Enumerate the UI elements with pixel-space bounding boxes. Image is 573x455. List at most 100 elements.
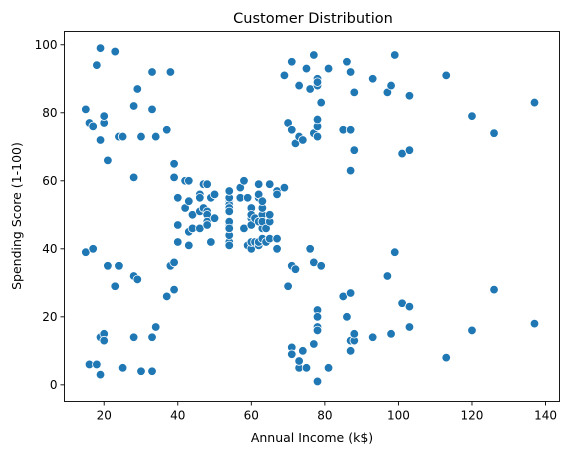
data-point: [279, 70, 290, 81]
data-point: [206, 237, 216, 247]
data-point: [272, 189, 282, 200]
data-point: [253, 179, 264, 189]
data-point: [92, 60, 102, 70]
data-point: [169, 172, 179, 183]
data-point: [99, 335, 109, 346]
data-point: [147, 366, 157, 376]
data-point: [272, 233, 282, 244]
y-tick-label: 20: [42, 310, 57, 324]
data-point: [294, 356, 304, 366]
data-point: [103, 261, 113, 271]
data-point: [151, 322, 161, 332]
data-point: [298, 135, 308, 145]
data-point: [224, 206, 234, 217]
data-point: [224, 186, 234, 196]
data-point: [117, 131, 128, 142]
x-tick-label: 100: [387, 409, 410, 423]
y-axis: 0 20 40 60 80 100: [35, 38, 65, 392]
data-point: [279, 182, 290, 193]
data-point: [81, 104, 91, 115]
data-points: [81, 43, 540, 387]
data-point: [239, 176, 249, 186]
data-point: [309, 339, 319, 349]
data-point: [467, 325, 477, 336]
data-point: [132, 274, 143, 285]
data-point: [283, 281, 293, 291]
data-point: [489, 284, 499, 295]
data-point: [489, 128, 499, 138]
data-point: [316, 261, 326, 271]
data-point: [265, 210, 275, 220]
data-point: [128, 172, 139, 183]
x-tick-label: 40: [170, 409, 185, 423]
data-point: [467, 111, 477, 121]
data-point: [305, 244, 315, 254]
data-point: [404, 301, 415, 312]
data-point: [323, 63, 334, 74]
data-point: [117, 363, 128, 373]
data-point: [92, 359, 102, 370]
data-point: [294, 80, 304, 91]
data-point: [287, 349, 297, 359]
data-point: [312, 376, 323, 387]
data-point: [287, 57, 297, 67]
data-point: [386, 80, 396, 91]
data-point: [184, 196, 194, 206]
data-point: [349, 329, 359, 339]
data-point: [173, 237, 183, 247]
data-point: [103, 155, 113, 166]
data-point: [169, 257, 179, 268]
data-point: [132, 84, 143, 94]
plot-frame: [64, 31, 560, 402]
data-point: [147, 104, 157, 115]
data-point: [345, 125, 356, 135]
data-point: [202, 220, 212, 230]
data-point: [209, 213, 220, 223]
data-point: [224, 240, 234, 251]
data-point: [162, 125, 172, 135]
data-point: [209, 189, 220, 200]
data-point: [298, 346, 308, 356]
data-point: [114, 261, 124, 271]
data-point: [349, 145, 359, 155]
data-point: [290, 264, 301, 274]
data-point: [301, 63, 312, 74]
data-point: [345, 67, 356, 77]
data-point: [184, 240, 194, 251]
data-point: [404, 322, 415, 332]
x-tick-label: 20: [97, 409, 112, 423]
data-point: [390, 50, 400, 60]
data-point: [301, 363, 312, 373]
data-point: [136, 366, 146, 376]
x-tick-label: 60: [244, 409, 259, 423]
data-point: [95, 369, 106, 380]
data-point: [342, 57, 352, 67]
data-point: [88, 244, 98, 254]
data-point: [382, 271, 393, 281]
data-point: [272, 244, 282, 254]
data-point: [95, 43, 106, 53]
data-point: [242, 193, 253, 203]
data-point: [265, 179, 275, 189]
data-point: [151, 131, 161, 142]
data-point: [342, 312, 352, 322]
data-point: [404, 91, 415, 101]
data-point: [195, 193, 205, 203]
chart-title: Customer Distribution: [233, 11, 393, 27]
data-point: [312, 131, 323, 142]
data-point: [147, 332, 157, 342]
data-point: [88, 121, 98, 132]
x-axis-label: Annual Income (k$): [251, 430, 373, 445]
x-axis: 20 40 60 80 100 120 140: [97, 401, 557, 423]
data-point: [287, 125, 297, 135]
data-point: [345, 346, 356, 356]
data-point: [345, 288, 356, 298]
data-point: [136, 131, 146, 142]
data-point: [110, 46, 120, 57]
y-tick-label: 100: [35, 38, 58, 52]
data-point: [309, 50, 319, 60]
data-point: [312, 325, 323, 336]
y-tick-label: 80: [42, 106, 57, 120]
data-point: [349, 87, 359, 98]
data-point: [173, 220, 183, 230]
